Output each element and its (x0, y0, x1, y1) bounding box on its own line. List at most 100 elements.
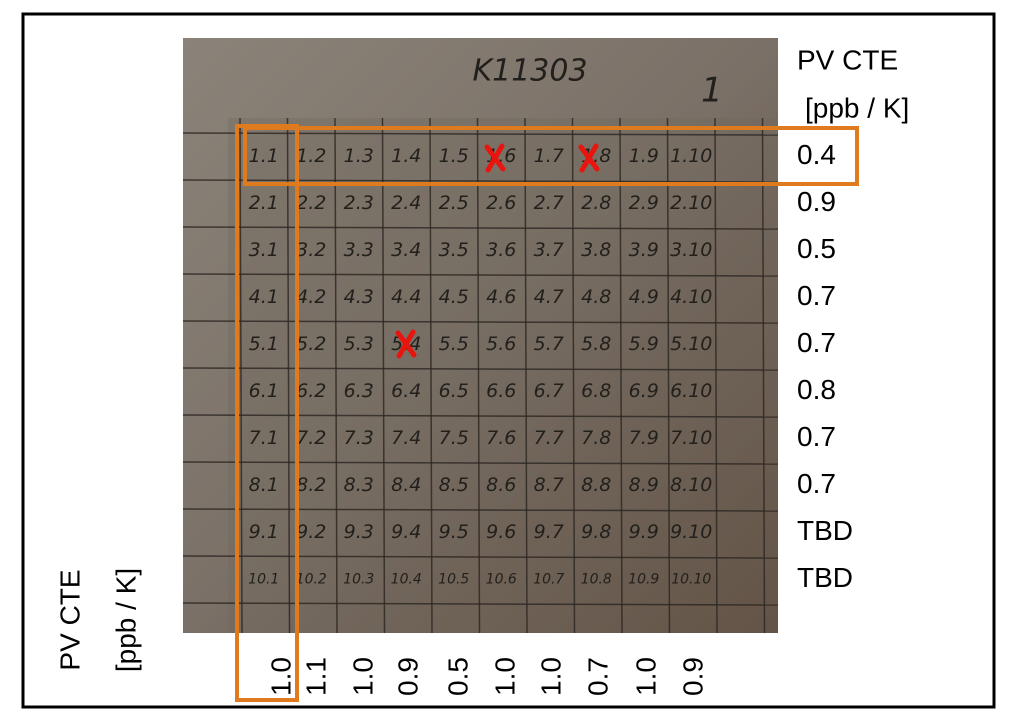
row-value: TBD (797, 562, 853, 593)
cell-label: 10.5 (438, 572, 469, 588)
cell-label: 2.1 (249, 192, 279, 214)
cell-label: 3.5 (439, 239, 469, 261)
cell-label: 8.10 (670, 474, 712, 496)
cell-label: 8.6 (486, 474, 516, 496)
cell-label: 7.8 (581, 427, 611, 449)
cell-label: 3.9 (629, 239, 659, 261)
cell-label: 3.7 (534, 239, 564, 261)
column-value: 1.0 (265, 657, 296, 696)
cell-label: 5.7 (534, 333, 564, 355)
cell-label: 4.9 (629, 286, 659, 308)
cell-label: 10.4 (391, 572, 422, 588)
cell-label: 10.7 (533, 572, 564, 588)
cell-label: 1.1 (249, 145, 279, 167)
cell-label: 9.7 (534, 521, 564, 543)
cell-label: 3.1 (249, 239, 279, 261)
cell-label: 1.9 (629, 145, 659, 167)
cell-label: 6.6 (486, 380, 516, 402)
column-value: 0.9 (392, 657, 423, 696)
cell-label: 6.5 (439, 380, 469, 402)
grid: 1.1 1.2 1.3 1.4 1.5 1.6 1.7 1.8 1.9 1.102.1 2.2 2.3… (182, 117, 779, 634)
grid-line (429, 117, 433, 634)
cell-label: 7.4 (391, 427, 421, 449)
row-value: 0.7 (797, 468, 836, 499)
grid-line (714, 117, 718, 634)
cell-label: 10.9 (628, 572, 659, 588)
cell-label: 3.6 (486, 239, 516, 261)
cell-label: 2.8 (581, 192, 611, 214)
column-axis-title: PV CTE (54, 569, 85, 670)
cell-label: 6.7 (534, 380, 564, 402)
row-highlight (243, 126, 859, 186)
column-value: 0.7 (582, 657, 613, 696)
cell-label: 1.7 (534, 145, 564, 167)
row-value: 0.4 (797, 139, 836, 170)
cell-label: 8.9 (629, 474, 659, 496)
column-value: 0.9 (677, 657, 708, 696)
cell-label: 9.1 (249, 521, 279, 543)
cell-label: 10.1 (248, 572, 279, 588)
grid-line (761, 117, 766, 634)
cross-marks (395, 143, 600, 359)
cell-label: 1.5 (439, 145, 469, 167)
cell-label: 4.10 (670, 286, 712, 308)
row-value: 0.7 (797, 280, 836, 311)
cell-label: 2.2 (296, 192, 326, 214)
grid-line (182, 461, 779, 465)
cell-label: 4.4 (391, 286, 421, 308)
cell-label: 6.9 (629, 380, 659, 402)
sheet-number: 1 (701, 71, 723, 111)
cell-label: 5.3 (344, 333, 374, 355)
cell-label: 7.2 (296, 427, 326, 449)
cell-label: 7.3 (344, 427, 374, 449)
cell-label: 5.10 (670, 333, 712, 355)
cell-label: 6.10 (670, 380, 712, 402)
cell-label: 8.1 (249, 474, 279, 496)
cell-label: 9.3 (344, 521, 374, 543)
cell-label: 5.5 (439, 333, 469, 355)
cell-label: 10.10 (671, 572, 711, 588)
cell-label: 8.3 (344, 474, 374, 496)
cell-label: 4.5 (439, 286, 469, 308)
cell-label: 8.2 (296, 474, 326, 496)
grid-line (182, 508, 779, 512)
cell-label: 1.4 (391, 145, 421, 167)
column-value: 0.5 (442, 657, 473, 696)
cell-label: 7.7 (534, 427, 564, 449)
cell-label: 8.4 (391, 474, 421, 496)
row-value: 0.8 (797, 374, 836, 405)
cell-label: 2.5 (439, 192, 469, 214)
cell-label: 7.10 (670, 427, 712, 449)
cell-label: 4.1 (249, 286, 279, 308)
cell-label: 3.2 (296, 239, 326, 261)
column-value: 1.0 (347, 657, 378, 696)
grid-line (476, 117, 481, 634)
grid-line (666, 117, 671, 634)
cell-label: 9.8 (581, 521, 611, 543)
cell-label: 9.2 (296, 521, 326, 543)
grid-line (182, 555, 779, 559)
cell-label: 1.10 (670, 145, 712, 167)
cell-label: 4.8 (581, 286, 611, 308)
row-value: 0.5 (797, 233, 836, 264)
cell-label: 3.10 (670, 239, 712, 261)
cell-label: 1.2 (296, 145, 326, 167)
cell-label: 3.4 (391, 239, 421, 261)
column-value: 1.0 (630, 657, 661, 696)
cell-label: 10.2 (296, 572, 327, 588)
grid-line (619, 117, 623, 634)
cell-label: 5.8 (581, 333, 611, 355)
grid-line (524, 117, 528, 634)
cell-label: 10.3 (343, 572, 374, 588)
cell-label: 6.4 (391, 380, 421, 402)
cell-label: 9.9 (629, 521, 659, 543)
grid-line (182, 273, 779, 277)
cell-label: 2.4 (391, 192, 421, 214)
cell-label: 7.1 (249, 427, 279, 449)
overlay (235, 124, 859, 702)
row-value: 0.7 (797, 327, 836, 358)
column-value: 1.0 (535, 657, 566, 696)
photo (183, 38, 778, 633)
cell-label: 10.6 (486, 572, 517, 588)
cell-label: 5.9 (629, 333, 659, 355)
